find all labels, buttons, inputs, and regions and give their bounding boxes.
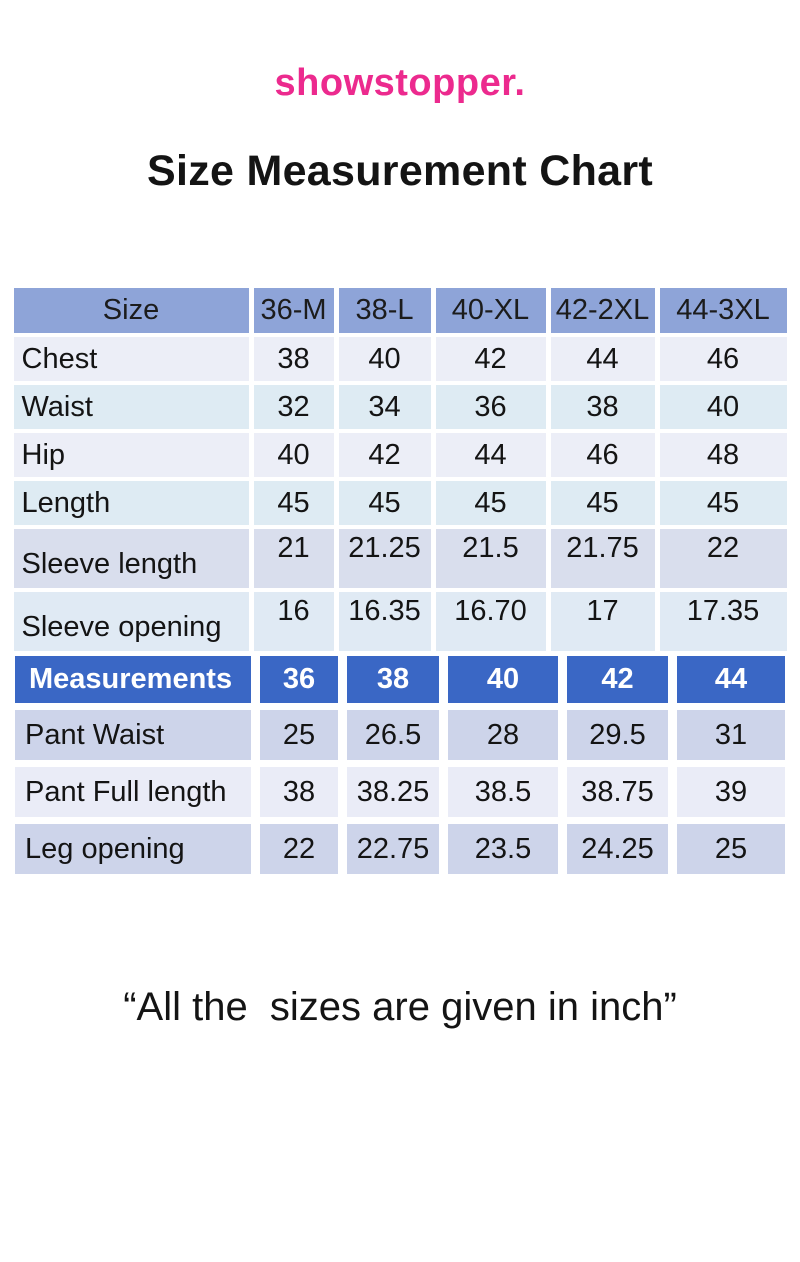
size-value: 17.35 — [659, 592, 787, 651]
size-value: 21 — [253, 529, 334, 588]
size-value: 26.5 — [347, 710, 439, 760]
brand-logo: showstopper. — [274, 62, 526, 104]
table-row-leg-opening: Leg opening 22 22.75 23.5 24.25 25 — [15, 824, 785, 874]
size-value: 44 — [550, 337, 655, 381]
size-value: 42 — [338, 433, 431, 477]
size-table: Size 36-M 38-L 40-XL 42-2XL 44-3XL Chest… — [9, 284, 792, 655]
size-value: 40 — [338, 337, 431, 381]
size-value: 38 — [253, 337, 334, 381]
size-value: 45 — [659, 481, 787, 525]
table-row-chest: Chest 38 40 42 44 46 — [13, 337, 787, 381]
size-value: 45 — [338, 481, 431, 525]
measurements-header-44: 44 — [677, 656, 785, 703]
size-value: 21.25 — [338, 529, 431, 588]
size-value: 21.75 — [550, 529, 655, 588]
size-value: 39 — [677, 767, 785, 817]
size-value: 36 — [435, 385, 546, 429]
size-value: 22 — [260, 824, 338, 874]
measurements-header-row: Measurements 36 38 40 42 44 — [15, 656, 785, 703]
size-value: 40 — [659, 385, 787, 429]
size-value: 38 — [550, 385, 655, 429]
row-label: Leg opening — [15, 824, 251, 874]
footnote-quote: “All the sizes are given in inch” — [123, 985, 677, 1029]
size-value: 46 — [550, 433, 655, 477]
measurements-table: Measurements 36 38 40 42 44 Pant Waist 2… — [6, 649, 794, 881]
size-value: 48 — [659, 433, 787, 477]
row-label: Pant Waist — [15, 710, 251, 760]
size-table-header-row: Size 36-M 38-L 40-XL 42-2XL 44-3XL — [13, 288, 787, 333]
size-value: 25 — [260, 710, 338, 760]
size-value: 25 — [677, 824, 785, 874]
table-row-pant-full-length: Pant Full length 38 38.25 38.5 38.75 39 — [15, 767, 785, 817]
size-table-header-40xl: 40-XL — [435, 288, 546, 333]
size-value: 40 — [253, 433, 334, 477]
table-row-hip: Hip 40 42 44 46 48 — [13, 433, 787, 477]
size-value: 44 — [435, 433, 546, 477]
size-value: 21.5 — [435, 529, 546, 588]
table-row-sleeve-length: Sleeve length 21 21.25 21.5 21.75 22 — [13, 529, 787, 588]
measurements-header-40: 40 — [448, 656, 558, 703]
table-row-waist: Waist 32 34 36 38 40 — [13, 385, 787, 429]
size-value: 22 — [659, 529, 787, 588]
row-label: Hip — [13, 433, 249, 477]
size-value: 17 — [550, 592, 655, 651]
size-value: 38.5 — [448, 767, 558, 817]
page-title: Size Measurement Chart — [146, 147, 654, 195]
table-row-length: Length 45 45 45 45 45 — [13, 481, 787, 525]
size-table-header-size: Size — [13, 288, 249, 333]
size-value: 38.25 — [347, 767, 439, 817]
row-label: Waist — [13, 385, 249, 429]
size-value: 45 — [550, 481, 655, 525]
size-table-header-38l: 38-L — [338, 288, 431, 333]
size-value: 23.5 — [448, 824, 558, 874]
measurements-header-36: 36 — [260, 656, 338, 703]
measurements-header-42: 42 — [567, 656, 668, 703]
size-value: 34 — [338, 385, 431, 429]
size-value: 16.35 — [338, 592, 431, 651]
row-label: Pant Full length — [15, 767, 251, 817]
size-value: 38.75 — [567, 767, 668, 817]
size-table-header-36m: 36-M — [253, 288, 334, 333]
size-value: 46 — [659, 337, 787, 381]
size-table-header-44-3xl: 44-3XL — [659, 288, 787, 333]
row-label: Chest — [13, 337, 249, 381]
measurements-header-label: Measurements — [15, 656, 251, 703]
row-label: Sleeve opening — [13, 592, 249, 651]
size-table-header-42-2xl: 42-2XL — [550, 288, 655, 333]
size-value: 45 — [253, 481, 334, 525]
size-value: 29.5 — [567, 710, 668, 760]
size-value: 16 — [253, 592, 334, 651]
size-value: 38 — [260, 767, 338, 817]
measurements-header-38: 38 — [347, 656, 439, 703]
size-value: 32 — [253, 385, 334, 429]
size-value: 24.25 — [567, 824, 668, 874]
table-row-sleeve-opening: Sleeve opening 16 16.35 16.70 17 17.35 — [13, 592, 787, 651]
size-value: 22.75 — [347, 824, 439, 874]
row-label: Length — [13, 481, 249, 525]
table-row-pant-waist: Pant Waist 25 26.5 28 29.5 31 — [15, 710, 785, 760]
size-value: 28 — [448, 710, 558, 760]
size-value: 31 — [677, 710, 785, 760]
size-value: 42 — [435, 337, 546, 381]
row-label: Sleeve length — [13, 529, 249, 588]
size-value: 45 — [435, 481, 546, 525]
size-value: 16.70 — [435, 592, 546, 651]
